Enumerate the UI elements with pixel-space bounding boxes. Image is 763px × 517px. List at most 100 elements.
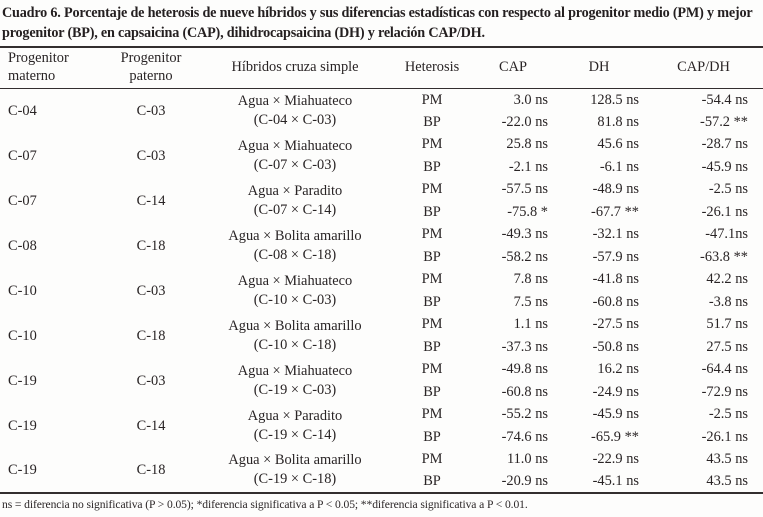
- col-header-cap-dh: CAP/DH: [644, 47, 763, 89]
- cell-dh-bp: -65.9 **: [591, 428, 639, 445]
- cell-progenitor-paterno: C-03: [136, 102, 166, 119]
- hybrid-cross: (C-10 × C-18): [253, 336, 337, 353]
- cell-capdh-pm: -54.4 ns: [701, 91, 748, 108]
- cell-dh-pm: 16.2 ns: [597, 361, 639, 378]
- hybrid-name: Agua × Miahuateco: [237, 362, 353, 379]
- table-row-pm: C-10 C-18 Agua × Bolita amarillo (C-10 ×…: [0, 313, 763, 352]
- cell-heterosis-pm: PM: [421, 316, 443, 333]
- hybrid-cross: (C-19 × C-14): [253, 426, 337, 443]
- cell-progenitor-materno: C-08: [8, 237, 37, 254]
- cell-dh-pm: 128.5 ns: [590, 91, 639, 108]
- table-row-pm: C-19 C-03 Agua × Miahuateco (C-19 × C-03…: [0, 358, 763, 397]
- cell-heterosis-bp: BP: [423, 383, 441, 400]
- cell-dh-bp: -57.9 ns: [592, 248, 639, 265]
- cell-heterosis-bp: BP: [423, 293, 441, 310]
- cell-dh-pm: -32.1 ns: [592, 226, 639, 243]
- cell-capdh-bp: -45.9 ns: [701, 158, 748, 175]
- cell-dh-pm: -22.9 ns: [592, 451, 639, 468]
- cell-hybrid: Agua × Bolita amarillo (C-08 × C-18): [198, 223, 392, 268]
- cell-capdh-pm: 42.2 ns: [706, 271, 748, 288]
- table-row-bp: BP -58.2 ns -57.9 ns -63.8 **: [0, 246, 763, 269]
- cell-hybrid: Agua × Miahuateco (C-07 × C-03): [198, 133, 392, 178]
- table-row-pm: C-07 C-03 Agua × Miahuateco (C-07 × C-03…: [0, 133, 763, 172]
- cell-progenitor-materno: C-19: [8, 417, 37, 434]
- cell-heterosis-bp: BP: [423, 248, 441, 265]
- cell-progenitor-paterno: C-18: [136, 462, 166, 478]
- table-row-pm: C-04 C-03 Agua × Miahuateco (C-04 × C-03…: [0, 88, 763, 128]
- cell-cap-bp: -37.3 ns: [501, 338, 548, 355]
- col-header-progenitor-paterno: Progenitor paterno: [104, 47, 198, 89]
- cell-progenitor-materno: C-04: [8, 102, 37, 119]
- table-row-bp: BP -60.8 ns -24.9 ns -72.9 ns: [0, 381, 763, 404]
- cell-dh-pm: -48.9 ns: [592, 181, 639, 198]
- cell-capdh-bp: -26.1 ns: [701, 428, 748, 445]
- cell-heterosis-pm: PM: [421, 361, 443, 378]
- cell-cap-pm: 7.8 ns: [513, 271, 548, 288]
- cell-cap-pm: 3.0 ns: [513, 91, 548, 108]
- cell-cap-bp: -74.6 ns: [501, 428, 548, 445]
- hybrid-cross: (C-04 × C-03): [253, 111, 337, 128]
- cell-capdh-pm: -2.5 ns: [708, 406, 748, 423]
- cell-cap-pm: 25.8 ns: [506, 136, 548, 153]
- cell-cap-pm: 1.1 ns: [513, 316, 548, 333]
- cell-heterosis-pm: PM: [421, 181, 443, 198]
- col-header-dh: DH: [554, 47, 644, 89]
- table-row-pm: C-10 C-03 Agua × Miahuateco (C-10 × C-03…: [0, 268, 763, 307]
- cell-dh-bp: 81.8 ns: [597, 113, 639, 130]
- cell-cap-pm: -49.8 ns: [501, 361, 548, 378]
- cell-progenitor-materno: C-07: [8, 147, 37, 164]
- col-header-hibridos-cruza-simple: Híbridos cruza simple: [198, 47, 392, 89]
- hybrid-cross: (C-19 × C-03): [253, 381, 337, 398]
- cell-heterosis-bp: BP: [423, 203, 441, 220]
- col-header-heterosis: Heterosis: [392, 47, 472, 89]
- cell-capdh-pm: 51.7 ns: [706, 316, 748, 333]
- hybrid-name: Agua × Paradito: [247, 407, 343, 424]
- cell-progenitor-paterno: C-03: [136, 282, 166, 299]
- cell-cap-bp: -20.9 ns: [501, 473, 548, 490]
- hybrid-name: Agua × Miahuateco: [237, 137, 353, 154]
- cell-heterosis-pm: PM: [421, 271, 443, 288]
- cell-heterosis-pm: PM: [421, 136, 443, 153]
- cell-dh-pm: 45.6 ns: [597, 136, 639, 153]
- hybrid-name: Agua × Paradito: [247, 182, 343, 199]
- cell-heterosis-pm: PM: [421, 406, 443, 423]
- cell-hybrid: Agua × Miahuateco (C-19 × C-03): [198, 358, 392, 403]
- cell-hybrid: Agua × Miahuateco (C-04 × C-03): [198, 88, 392, 133]
- cell-capdh-bp: -3.8 ns: [708, 293, 748, 310]
- hybrid-name: Agua × Bolita amarillo: [228, 452, 362, 468]
- col-header-progenitor-materno: Progenitor materno: [0, 47, 104, 89]
- cell-hybrid: Agua × Bolita amarillo (C-19 × C-18): [198, 448, 392, 493]
- cell-dh-bp: -24.9 ns: [592, 383, 639, 400]
- significance-footnote: ns = diferencia no significativa (P > 0.…: [2, 498, 528, 511]
- cell-heterosis-bp: BP: [423, 338, 441, 355]
- table-row-pm: C-08 C-18 Agua × Bolita amarillo (C-08 ×…: [0, 223, 763, 262]
- cell-heterosis-bp: BP: [423, 428, 441, 445]
- cell-progenitor-materno: C-19: [8, 462, 37, 478]
- cell-cap-bp: -75.8 *: [507, 203, 548, 220]
- cell-hybrid: Agua × Paradito (C-07 × C-14): [198, 178, 392, 223]
- table-body: C-04 C-03 Agua × Miahuateco (C-04 × C-03…: [0, 88, 763, 493]
- cell-capdh-bp: -57.2 **: [700, 113, 748, 130]
- cell-progenitor-paterno: C-14: [136, 192, 166, 209]
- cell-progenitor-paterno: C-03: [136, 147, 166, 164]
- cell-cap-bp: 7.5 ns: [513, 293, 548, 310]
- table-row-pm: C-19 C-18 Agua × Bolita amarillo (C-19 ×…: [0, 448, 763, 487]
- cell-dh-pm: -27.5 ns: [592, 316, 639, 333]
- cell-dh-bp: -50.8 ns: [592, 338, 639, 355]
- hybrid-cross: (C-07 × C-14): [253, 201, 337, 218]
- cell-progenitor-paterno: C-18: [136, 237, 166, 254]
- cell-dh-pm: -41.8 ns: [592, 271, 639, 288]
- cell-cap-pm: -57.5 ns: [501, 181, 548, 198]
- table-row-bp: BP -20.9 ns -45.1 ns 43.5 ns: [0, 471, 763, 494]
- cell-cap-bp: -60.8 ns: [501, 383, 548, 400]
- cell-dh-bp: -6.1 ns: [599, 158, 639, 175]
- cell-heterosis-pm: PM: [421, 91, 443, 108]
- hybrid-cross: (C-19 × C-18): [253, 471, 337, 487]
- cell-cap-pm: 11.0 ns: [506, 451, 548, 468]
- hybrid-cross: (C-10 × C-03): [253, 291, 337, 308]
- cell-dh-bp: -67.7 **: [591, 203, 639, 220]
- hybrid-name: Agua × Bolita amarillo: [228, 317, 362, 334]
- cell-capdh-bp: -26.1 ns: [701, 203, 748, 220]
- cell-hybrid: Agua × Miahuateco (C-10 × C-03): [198, 268, 392, 313]
- cell-cap-bp: -58.2 ns: [501, 248, 548, 265]
